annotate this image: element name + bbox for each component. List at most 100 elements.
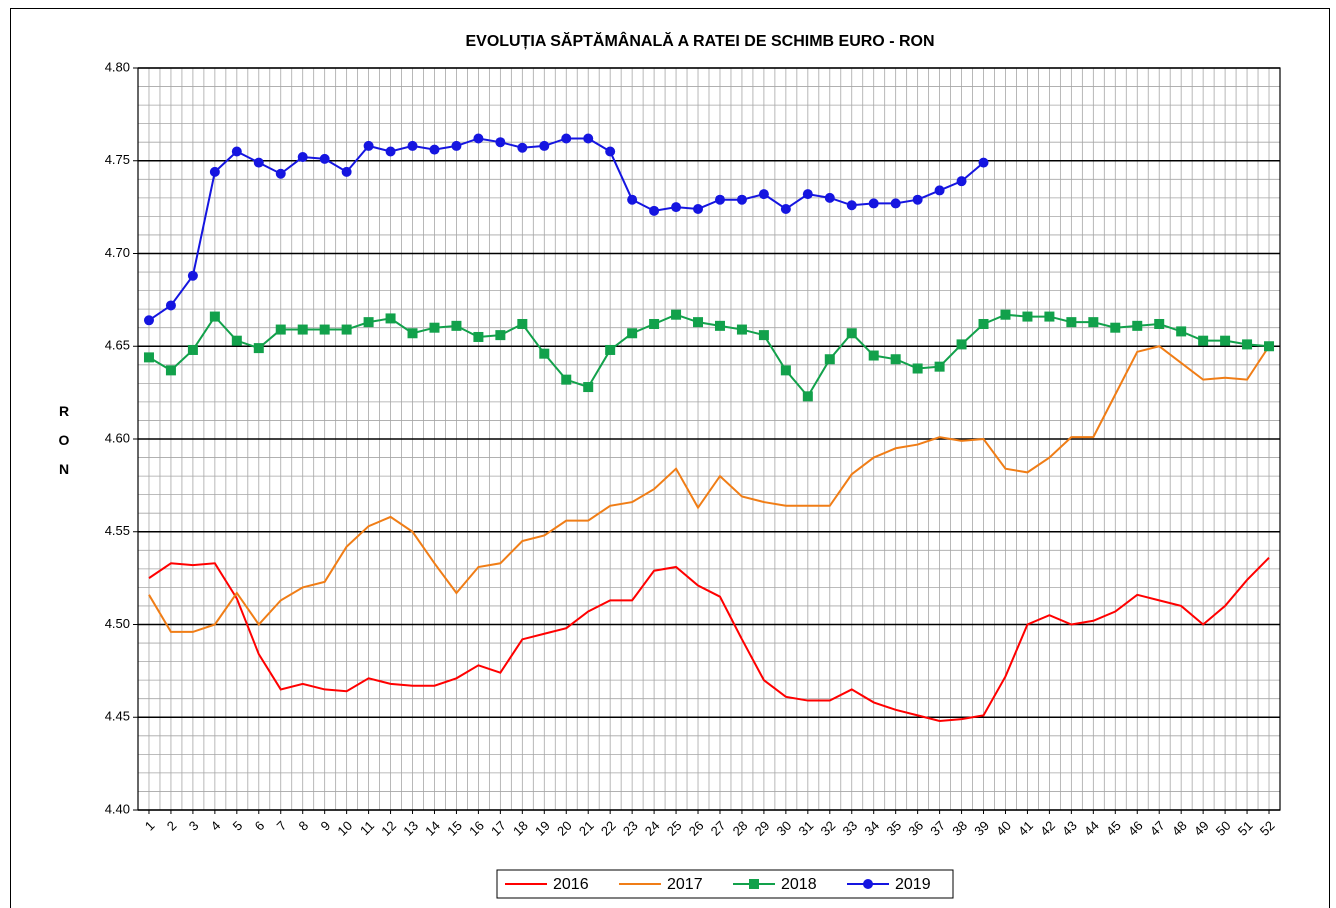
series-line <box>148 313 1270 399</box>
legend-label: 2018 <box>781 876 817 893</box>
series-line <box>148 557 1270 722</box>
data-point <box>758 330 769 341</box>
data-point <box>473 331 484 342</box>
data-point <box>1154 318 1165 329</box>
data-point <box>1000 309 1011 320</box>
data-point <box>802 391 813 402</box>
data-point <box>495 330 506 341</box>
data-point <box>429 322 440 333</box>
data-point <box>649 318 660 329</box>
data-point <box>693 317 704 328</box>
data-point <box>627 194 638 205</box>
data-point <box>671 202 682 213</box>
chart-title: EVOLUȚIA SĂPTĂMÂNALĂ A RATEI DE SCHIMB E… <box>465 31 934 50</box>
data-point <box>187 270 198 281</box>
data-point <box>385 313 396 324</box>
data-point <box>1066 317 1077 328</box>
data-point <box>1242 339 1253 350</box>
data-point <box>297 324 308 335</box>
data-point <box>583 382 594 393</box>
data-point <box>627 328 638 339</box>
legend: 2016 2017 2018 2019 <box>496 869 954 899</box>
plot-border <box>137 67 1281 811</box>
data-point <box>1176 326 1187 337</box>
data-point <box>890 198 901 209</box>
data-point <box>802 189 813 200</box>
data-point <box>561 133 572 144</box>
data-point <box>517 318 528 329</box>
data-point <box>297 152 308 163</box>
data-point <box>824 192 835 203</box>
data-point <box>912 363 923 374</box>
data-point <box>846 200 857 211</box>
y-tick-label: 4.70 <box>105 245 130 260</box>
data-point <box>1198 335 1209 346</box>
data-point <box>363 140 374 151</box>
data-point <box>1220 335 1231 346</box>
data-point <box>143 315 154 326</box>
data-point <box>209 311 220 322</box>
data-point <box>165 365 176 376</box>
data-point <box>1264 341 1275 352</box>
data-point <box>978 157 989 168</box>
data-point <box>341 166 352 177</box>
data-point <box>429 144 440 155</box>
y-tick-label: 4.55 <box>105 523 130 538</box>
data-point <box>1022 311 1033 322</box>
data-point <box>605 146 616 157</box>
data-point <box>758 189 769 200</box>
data-point <box>824 354 835 365</box>
legend-label: 2017 <box>667 876 703 893</box>
data-point <box>671 309 682 320</box>
data-point <box>539 140 550 151</box>
y-tick-label: 4.80 <box>105 59 130 74</box>
data-point <box>736 324 747 335</box>
data-point <box>165 300 176 311</box>
data-point <box>143 352 154 363</box>
data-point <box>1132 320 1143 331</box>
data-point <box>253 343 264 354</box>
series-line <box>148 345 1270 633</box>
data-point <box>231 335 242 346</box>
data-point <box>934 361 945 372</box>
data-point <box>890 354 901 365</box>
data-point <box>341 324 352 335</box>
data-point <box>187 344 198 355</box>
legend-marker <box>863 879 873 889</box>
data-point <box>912 194 923 205</box>
data-point <box>517 142 528 153</box>
data-point <box>978 318 989 329</box>
data-point <box>209 166 220 177</box>
y-tick-label: 4.65 <box>105 338 130 353</box>
data-point <box>714 320 725 331</box>
data-point <box>319 153 330 164</box>
data-point <box>363 317 374 328</box>
data-point <box>407 140 418 151</box>
data-point <box>407 328 418 339</box>
data-point <box>846 328 857 339</box>
data-point <box>1044 311 1055 322</box>
legend-marker <box>749 879 759 889</box>
data-point <box>539 348 550 359</box>
data-point <box>649 205 660 216</box>
data-point <box>451 320 462 331</box>
data-point <box>495 137 506 148</box>
data-point <box>385 146 396 157</box>
data-point <box>583 133 594 144</box>
y-tick-label: 4.50 <box>105 616 130 631</box>
data-point <box>1088 317 1099 328</box>
data-point <box>319 324 330 335</box>
y-tick-label: 4.45 <box>105 709 130 724</box>
data-point <box>956 176 967 187</box>
data-point <box>231 146 242 157</box>
data-point <box>780 203 791 214</box>
data-point <box>868 350 879 361</box>
y-tick-label: 4.40 <box>105 801 130 816</box>
data-point <box>934 185 945 196</box>
y-tick-label: 4.60 <box>105 430 130 445</box>
legend-label: 2019 <box>895 876 931 893</box>
data-point <box>473 133 484 144</box>
